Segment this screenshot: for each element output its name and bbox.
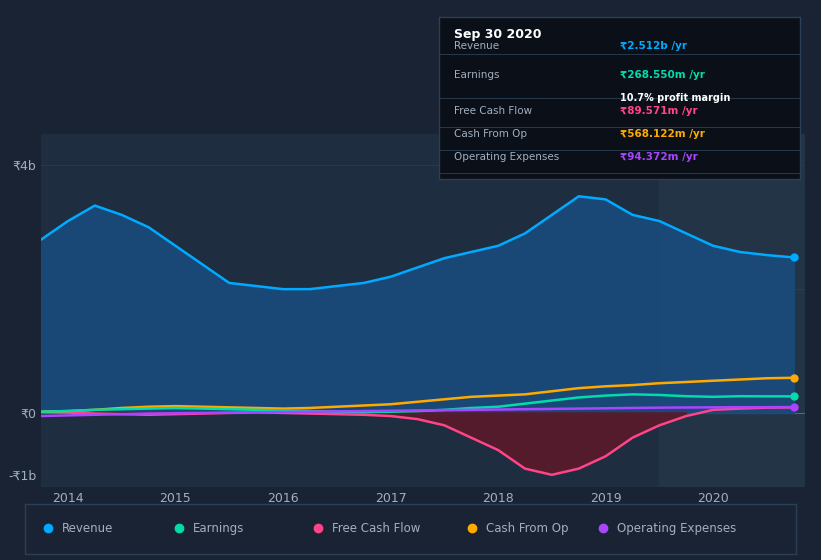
Text: Revenue: Revenue (454, 41, 499, 51)
Text: Cash From Op: Cash From Op (486, 522, 569, 535)
Text: ₹568.122m /yr: ₹568.122m /yr (620, 129, 704, 139)
Text: Free Cash Flow: Free Cash Flow (454, 106, 532, 116)
Text: ₹268.550m /yr: ₹268.550m /yr (620, 71, 704, 81)
Text: 10.7% profit margin: 10.7% profit margin (620, 93, 730, 103)
Text: ₹89.571m /yr: ₹89.571m /yr (620, 106, 698, 116)
Text: Cash From Op: Cash From Op (454, 129, 527, 139)
Text: Operating Expenses: Operating Expenses (617, 522, 736, 535)
Text: Earnings: Earnings (193, 522, 244, 535)
Text: ₹2.512b /yr: ₹2.512b /yr (620, 41, 687, 51)
Text: Sep 30 2020: Sep 30 2020 (454, 28, 541, 41)
Text: Operating Expenses: Operating Expenses (454, 152, 559, 162)
Text: Earnings: Earnings (454, 71, 499, 81)
Bar (659, 134, 805, 487)
Text: Free Cash Flow: Free Cash Flow (332, 522, 420, 535)
Text: Revenue: Revenue (62, 522, 113, 535)
Text: ₹94.372m /yr: ₹94.372m /yr (620, 152, 698, 162)
